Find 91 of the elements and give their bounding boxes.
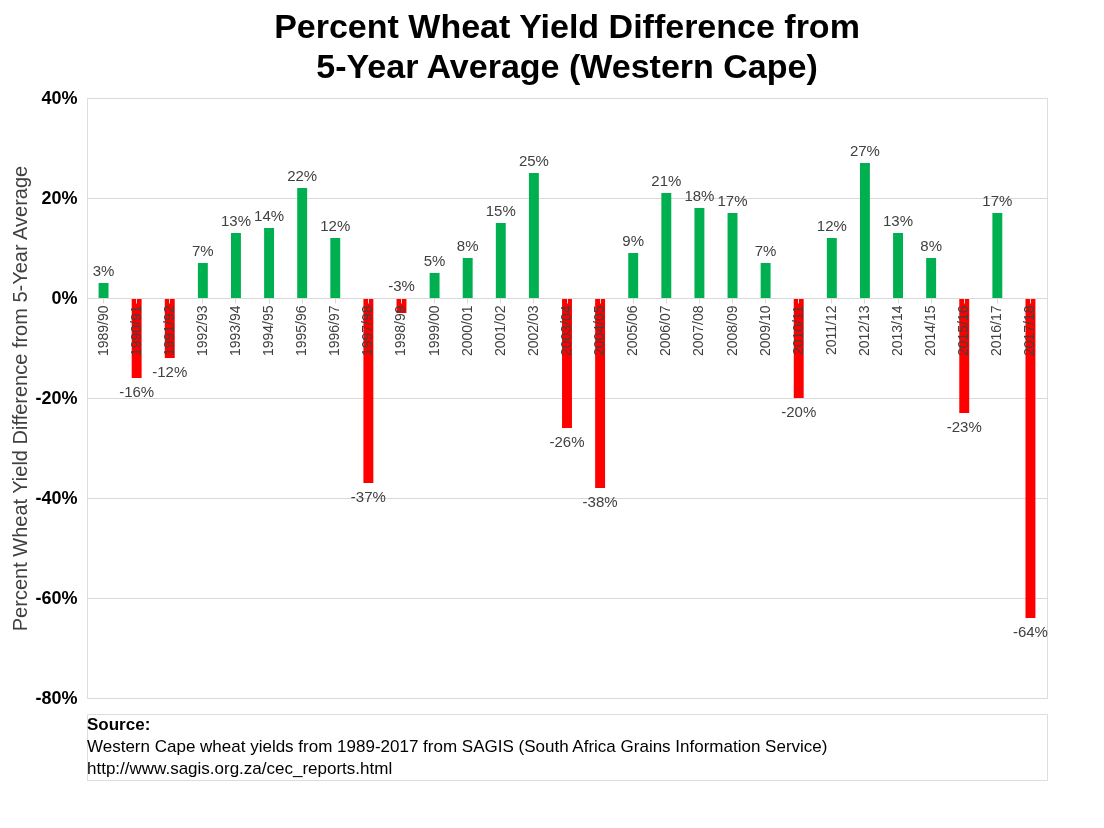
bar bbox=[197, 263, 208, 298]
data-label: 12% bbox=[320, 217, 351, 234]
y-tick-label: 0% bbox=[51, 287, 78, 308]
text: Western Cape wheat yields from 1989-2017 from SAGIS (South Africa Grains Information Service) bbox=[87, 737, 828, 756]
x-tick-label: 2005/06 bbox=[624, 305, 641, 357]
bar bbox=[462, 258, 473, 298]
bar bbox=[628, 253, 639, 298]
data-label: -26% bbox=[549, 433, 585, 450]
x-tick-label: 2012/13 bbox=[855, 305, 872, 357]
x-tick-label: 1992/93 bbox=[193, 305, 210, 357]
x-tick-label: 2015/16 bbox=[955, 305, 972, 357]
bar bbox=[297, 188, 308, 298]
x-tick-label: 2006/07 bbox=[657, 305, 674, 357]
x-tick-label: 1995/96 bbox=[293, 305, 310, 357]
data-label: -3% bbox=[388, 277, 415, 294]
data-label: 14% bbox=[254, 207, 285, 224]
data-label: -23% bbox=[946, 418, 982, 435]
data-label: 5% bbox=[423, 252, 446, 269]
x-tick-label: 2017/18 bbox=[1021, 305, 1038, 357]
bar bbox=[661, 193, 672, 298]
x-tick-label: 2013/14 bbox=[889, 305, 906, 357]
bar bbox=[1025, 298, 1036, 618]
bar bbox=[893, 233, 903, 298]
y-tick-label: -20% bbox=[35, 387, 78, 408]
bar bbox=[264, 228, 275, 298]
bar bbox=[727, 213, 738, 298]
data-label: 7% bbox=[754, 242, 777, 259]
data-label: 15% bbox=[485, 202, 516, 219]
x-tick-label: 2009/10 bbox=[756, 305, 773, 357]
data-label: 7% bbox=[192, 242, 214, 259]
data-label: 21% bbox=[651, 172, 682, 189]
x-tick-label: 1994/95 bbox=[260, 305, 277, 357]
data-label: -16% bbox=[119, 383, 155, 400]
y-tick-label: -60% bbox=[35, 587, 78, 608]
data-label: 25% bbox=[518, 152, 549, 169]
data-label: 18% bbox=[684, 187, 715, 204]
bar bbox=[694, 208, 705, 298]
x-tick-label: 2002/03 bbox=[524, 305, 541, 357]
data-label: -20% bbox=[781, 403, 817, 420]
data-label: 12% bbox=[816, 217, 847, 234]
x-tick-label: 2001/02 bbox=[491, 305, 508, 357]
data-label: 17% bbox=[717, 192, 748, 209]
bar bbox=[859, 163, 870, 298]
x-tick-label: 1996/97 bbox=[326, 305, 343, 357]
data-label: -12% bbox=[152, 363, 188, 380]
x-tick-label: 1991/92 bbox=[160, 305, 177, 357]
text: http://www.sagis.org.za/cec_reports.html bbox=[87, 759, 393, 778]
x-tick-label: 1989/90 bbox=[94, 305, 111, 357]
data-label: 8% bbox=[920, 237, 942, 254]
y-axis-title: Percent Wheat Yield Difference from 5-Year Average bbox=[9, 165, 32, 632]
x-tick-label: 2011/12 bbox=[822, 305, 839, 356]
x-tick-label: 2010/11 bbox=[789, 305, 806, 356]
bar bbox=[98, 283, 109, 298]
data-label: 9% bbox=[622, 232, 645, 249]
y-tick-label: -40% bbox=[35, 487, 78, 508]
bar bbox=[992, 213, 1003, 298]
bar bbox=[528, 173, 539, 298]
x-tick-label: 1999/00 bbox=[425, 305, 442, 357]
x-tick-label: 2014/15 bbox=[922, 305, 939, 357]
source-note: Source: bbox=[87, 715, 151, 734]
bar bbox=[231, 233, 241, 298]
data-label: 13% bbox=[220, 212, 251, 229]
chart-title: Percent Wheat Yield Difference from 5-Year Average (Western Cape) bbox=[274, 7, 860, 85]
bar bbox=[429, 273, 440, 298]
data-label: -37% bbox=[350, 488, 386, 505]
y-tick-label: 20% bbox=[41, 187, 78, 208]
data-label: 8% bbox=[456, 237, 479, 254]
bar bbox=[826, 238, 837, 298]
x-tick-label: 2000/01 bbox=[458, 305, 475, 357]
data-label: 27% bbox=[849, 142, 880, 159]
bar bbox=[926, 258, 937, 298]
data-label: 13% bbox=[883, 212, 914, 229]
bar bbox=[760, 263, 771, 298]
data-label: 17% bbox=[982, 192, 1013, 209]
data-label: 3% bbox=[92, 262, 115, 279]
x-tick-label: 1998/99 bbox=[392, 305, 409, 357]
x-tick-label: 2004/05 bbox=[591, 305, 608, 357]
y-tick-label: -80% bbox=[35, 687, 78, 708]
y-tick-label: 40% bbox=[41, 87, 78, 108]
x-tick-label: 2008/09 bbox=[723, 305, 740, 357]
x-tick-label: 1993/94 bbox=[226, 305, 243, 357]
data-label: -64% bbox=[1012, 623, 1048, 640]
x-tick-label: 2007/08 bbox=[690, 305, 707, 357]
data-label: 22% bbox=[287, 167, 318, 184]
x-tick-label: 2003/04 bbox=[558, 305, 574, 357]
x-tick-label: 1997/98 bbox=[359, 305, 376, 357]
x-tick-label: 1990/91 bbox=[127, 305, 144, 357]
x-tick-label: 2016/17 bbox=[988, 305, 1005, 357]
bar bbox=[330, 238, 341, 298]
bar bbox=[495, 223, 506, 298]
data-label: -38% bbox=[582, 493, 618, 510]
